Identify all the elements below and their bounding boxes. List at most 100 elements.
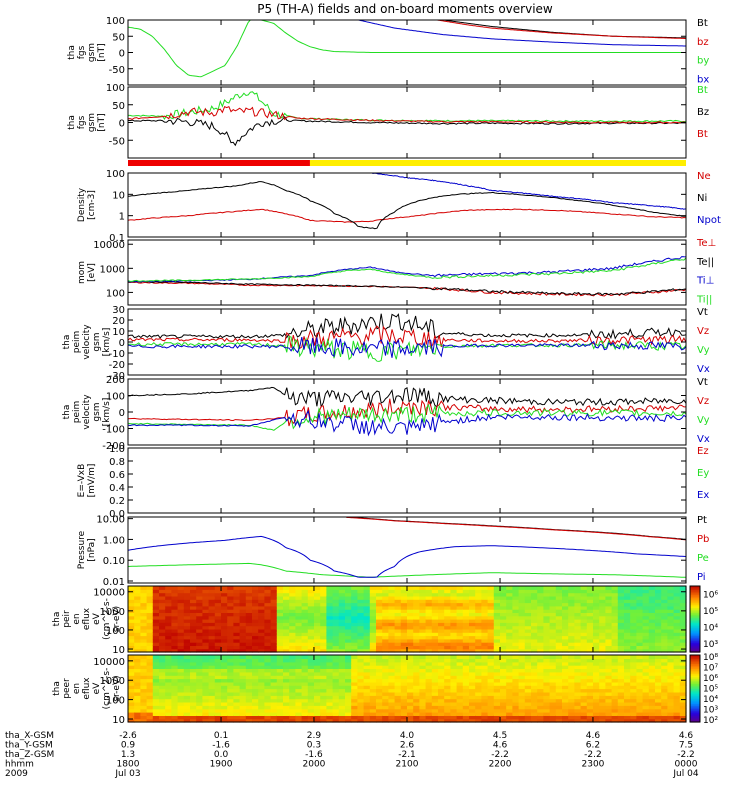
heatmap-cell xyxy=(345,685,352,690)
heatmap-cell xyxy=(661,622,668,627)
heatmap-cell xyxy=(555,681,563,686)
heatmap-cell xyxy=(183,701,191,706)
heatmap-cell xyxy=(617,675,625,680)
heatmap-cell xyxy=(487,658,495,663)
heatmap-cell xyxy=(531,715,538,720)
heatmap-cell xyxy=(475,681,482,686)
heatmap-cell xyxy=(642,642,650,646)
heatmap-cell xyxy=(345,645,352,650)
heatmap-cell xyxy=(524,622,532,627)
heatmap-cell xyxy=(456,648,464,653)
heatmap-cell xyxy=(382,698,389,703)
heatmap-cell xyxy=(326,625,334,630)
heatmap-cell xyxy=(475,609,482,613)
heatmap-cell xyxy=(388,708,396,713)
heatmap-cell xyxy=(345,605,352,610)
heatmap-cell xyxy=(605,625,613,630)
heatmap-cell xyxy=(357,642,365,646)
heatmap-cell xyxy=(549,685,557,690)
heatmap-cell xyxy=(208,622,216,627)
heatmap-cell xyxy=(450,609,458,613)
heatmap-cell xyxy=(382,655,389,659)
heatmap-cell xyxy=(159,701,166,706)
heatmap-cell xyxy=(134,661,141,666)
heatmap-cell xyxy=(469,595,476,600)
series-Te||-line xyxy=(128,280,686,296)
heatmap-cell xyxy=(407,718,414,723)
heatmap-cell xyxy=(159,695,166,700)
heatmap-cell xyxy=(289,701,296,706)
heatmap-cell xyxy=(481,655,489,659)
heatmap-cell xyxy=(593,645,600,650)
heatmap-cell xyxy=(593,628,600,633)
heatmap-cell xyxy=(413,718,420,723)
heatmap-cell xyxy=(134,628,141,633)
heatmap-cell xyxy=(487,622,495,627)
heatmap-cell xyxy=(537,701,544,706)
heatmap-cell xyxy=(444,645,451,650)
heatmap-cell xyxy=(382,605,389,610)
heatmap-cell xyxy=(233,648,241,653)
heatmap-cell xyxy=(394,615,402,620)
heatmap-cell xyxy=(419,599,427,604)
heatmap-cell xyxy=(481,661,489,666)
heatmap-cell xyxy=(630,705,637,710)
heatmap-cell xyxy=(580,675,588,680)
heatmap-cell xyxy=(450,586,458,590)
heatmap-cell xyxy=(369,609,377,613)
ytick-label-peim-velocity-2: 0 xyxy=(119,408,125,419)
heatmap-cell xyxy=(648,586,656,590)
ylabel-fgs-gsm: [nT] xyxy=(97,43,107,61)
heatmap-cell xyxy=(171,645,179,650)
heatmap-cell xyxy=(214,695,222,700)
heatmap-cell xyxy=(202,695,210,700)
heatmap-cell xyxy=(245,715,253,720)
heatmap-cell xyxy=(673,691,681,696)
heatmap-cell xyxy=(301,586,309,590)
heatmap-cell xyxy=(270,615,278,620)
heatmap-cell xyxy=(580,671,588,676)
heatmap-cell xyxy=(382,586,389,590)
heatmap-cell xyxy=(407,612,414,617)
heatmap-cell xyxy=(208,638,216,643)
heatmap-cell xyxy=(506,586,513,590)
heatmap-cell xyxy=(245,645,253,650)
heatmap-cell xyxy=(351,622,358,627)
heatmap-cell xyxy=(487,668,495,673)
heatmap-cell xyxy=(363,615,371,620)
heatmap-cell xyxy=(648,691,656,696)
heatmap-cell xyxy=(524,715,532,720)
heatmap-cell xyxy=(388,645,396,650)
heatmap-cell xyxy=(152,685,160,690)
colorbar-cell xyxy=(690,620,700,623)
heatmap-cell xyxy=(171,661,179,666)
heatmap-cell xyxy=(586,708,594,713)
heatmap-cell xyxy=(159,589,166,594)
heatmap-cell xyxy=(419,586,427,590)
colorbar-cell xyxy=(690,619,700,622)
heatmap-cell xyxy=(152,625,160,630)
heatmap-cell xyxy=(227,605,234,610)
heatmap-cell xyxy=(264,612,272,617)
heatmap-cell xyxy=(276,589,284,594)
heatmap-cell xyxy=(394,609,402,613)
heatmap-cell xyxy=(382,615,389,620)
heatmap-cell xyxy=(214,698,222,703)
heatmap-cell xyxy=(320,638,327,643)
heatmap-cell xyxy=(338,615,346,620)
heatmap-cell xyxy=(431,599,439,604)
heatmap-cell xyxy=(382,645,389,650)
heatmap-cell xyxy=(431,708,439,713)
heatmap-cell xyxy=(413,605,420,610)
heatmap-cell xyxy=(574,655,582,659)
heatmap-cell xyxy=(574,642,582,646)
heatmap-cell xyxy=(357,612,365,617)
heatmap-cell xyxy=(462,715,470,720)
heatmap-cell xyxy=(388,635,396,640)
heatmap-cell xyxy=(369,655,377,659)
heatmap-cell xyxy=(630,678,637,683)
heatmap-cell xyxy=(301,615,309,620)
heatmap-cell xyxy=(419,655,427,659)
heatmap-cell xyxy=(512,691,520,696)
